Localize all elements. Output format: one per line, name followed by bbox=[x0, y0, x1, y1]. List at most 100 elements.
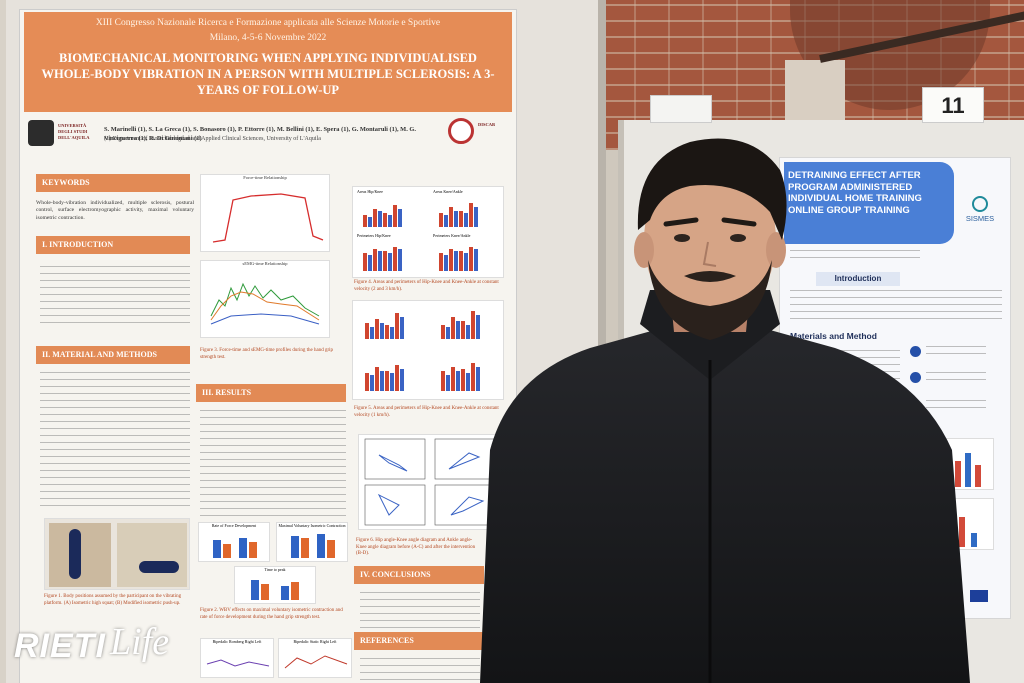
section-results: III. RESULTS bbox=[196, 384, 346, 402]
bipedalic-chart-1: Bipedalic Romberg Right Left bbox=[200, 638, 274, 678]
bipedalic-chart-1-title: Bipedalic Romberg Right Left bbox=[212, 639, 262, 644]
bar bbox=[223, 544, 231, 558]
bipedalic-chart-2-title: Bipedalic Static Right Left bbox=[293, 639, 337, 644]
face bbox=[644, 156, 776, 324]
loop bbox=[377, 493, 400, 516]
figure-4-charts: Areas Hip/Knee Areas Knee/Ankle Perimete… bbox=[352, 186, 504, 278]
bar bbox=[301, 538, 309, 558]
material-methods-text bbox=[40, 372, 190, 512]
poster-left-title: BIOMECHANICAL MONITORING WHEN APPLYING I… bbox=[41, 51, 495, 97]
poster-left: XIII Congresso Nazionale Ricerca e Forma… bbox=[20, 10, 516, 683]
time-to-peak-svg bbox=[251, 580, 299, 600]
mvic-chart: Maximal Voluntary Isometric Contraction bbox=[276, 522, 348, 562]
figure-5-charts bbox=[352, 300, 504, 400]
perimeters-knee-ankle-title: Perimeters Knee/Ankle bbox=[433, 233, 471, 238]
semg-line-blue bbox=[210, 313, 320, 325]
areas-knee-ankle-title: Areas Knee/Ankle bbox=[433, 189, 463, 194]
university-logo-text: UNIVERSITÀ DEGLI STUDI DELL'AQUILA bbox=[58, 123, 90, 140]
methods-icon-1 bbox=[910, 346, 921, 357]
bar bbox=[249, 542, 257, 558]
person-figure-2 bbox=[139, 561, 179, 573]
section-introduction: I. INTRODUCTION bbox=[36, 236, 190, 254]
poster-left-header: XIII Congresso Nazionale Ricerca e Forma… bbox=[24, 12, 512, 112]
bar bbox=[291, 536, 299, 558]
left-eye bbox=[674, 234, 690, 242]
bar bbox=[261, 584, 269, 600]
time-to-peak-chart: Time to peak bbox=[234, 566, 316, 604]
introduction-text bbox=[40, 266, 190, 326]
bar bbox=[317, 534, 325, 558]
board-number-card-left bbox=[650, 95, 712, 123]
line bbox=[206, 659, 270, 667]
poster-right-title-banner bbox=[784, 162, 954, 244]
bar bbox=[327, 540, 335, 558]
figure-1-photos bbox=[44, 518, 190, 590]
perimeters-hip-knee-title: Perimeters Hip/Knee bbox=[357, 233, 391, 238]
university-logo-icon bbox=[28, 120, 54, 146]
mvic-chart-title: Maximal Voluntary Isometric Contraction bbox=[278, 523, 346, 528]
figure-1-caption: Figure 1. Body positions assumed by the … bbox=[44, 594, 182, 606]
figure-5-svg bbox=[365, 311, 480, 391]
left-eyebrow bbox=[663, 217, 699, 227]
person-photo bbox=[480, 138, 970, 683]
bar bbox=[239, 538, 247, 558]
semg-line-orange bbox=[210, 291, 320, 321]
black-jacket bbox=[480, 330, 970, 683]
bar bbox=[291, 582, 299, 600]
photo-pushup bbox=[117, 523, 187, 587]
section-references: REFERENCES bbox=[354, 632, 484, 650]
poster-left-authors: S. Marinelli (1), S. La Greca (1), S. Bo… bbox=[104, 126, 416, 142]
bar bbox=[213, 540, 221, 558]
booth-number: 11 bbox=[922, 87, 984, 123]
conference-name: XIII Congresso Nazionale Ricerca e Forma… bbox=[95, 18, 441, 28]
eu-flag-icon bbox=[970, 590, 988, 602]
loop bbox=[448, 452, 481, 470]
hair bbox=[637, 138, 787, 240]
force-time-chart-title: Force-time Relationship bbox=[243, 175, 287, 180]
force-line bbox=[212, 193, 324, 243]
rfd-chart-svg bbox=[213, 538, 257, 558]
figure-3-caption: Figure 3. Force-time and sEMG-time profi… bbox=[200, 348, 334, 360]
right-ear bbox=[766, 232, 786, 268]
beard bbox=[648, 260, 772, 340]
department-logo-text: DISCAB bbox=[478, 122, 496, 127]
line bbox=[284, 655, 348, 669]
figure-4-svg bbox=[363, 203, 478, 271]
bar bbox=[955, 461, 961, 487]
loop bbox=[450, 496, 485, 516]
conclusions-text bbox=[360, 592, 480, 628]
bar bbox=[975, 465, 981, 487]
bar bbox=[281, 586, 289, 600]
figure-4-bars-blue bbox=[368, 207, 478, 271]
poster-right-authors bbox=[790, 250, 920, 264]
bipedalic-chart-2-svg bbox=[284, 655, 348, 669]
semg-line-green bbox=[210, 282, 320, 317]
poster-right-intro-text bbox=[790, 290, 1002, 322]
figure-2-caption: Figure 2. WBV effects on maximal volunta… bbox=[200, 608, 343, 620]
figure-5-bars-red bbox=[365, 311, 475, 391]
references-text bbox=[360, 658, 480, 680]
section-conclusions: IV. CONCLUSIONS bbox=[354, 566, 484, 584]
right-eyebrow bbox=[721, 217, 757, 227]
poster-right-intro-heading: Introduction bbox=[816, 272, 900, 286]
bar bbox=[251, 580, 259, 600]
results-text bbox=[200, 410, 346, 520]
department-logo-icon bbox=[448, 118, 474, 144]
section-keywords: KEYWORDS bbox=[36, 174, 190, 192]
areas-hip-knee-title: Areas Hip/Knee bbox=[357, 189, 383, 194]
bar bbox=[971, 533, 977, 547]
mvic-chart-svg bbox=[291, 534, 335, 558]
sismes-logo: SISMES bbox=[965, 214, 995, 223]
poster-right-title: DETRAINING EFFECT AFTER PROGRAM ADMINIST… bbox=[788, 170, 922, 216]
time-to-peak-title: Time to peak bbox=[264, 567, 286, 572]
person-figure-1 bbox=[69, 529, 81, 579]
figure-4-caption: Figure 4. Areas and perimeters of Hip-Kn… bbox=[354, 280, 499, 292]
watermark-logo: RIETI bbox=[14, 627, 106, 665]
methods-item-2 bbox=[926, 372, 986, 386]
rfd-chart: Rate of Force Development bbox=[198, 522, 270, 562]
moustache bbox=[684, 271, 736, 282]
watermark-logo-script: Life bbox=[110, 621, 170, 663]
semg-time-chart: sEMG-time Relationship bbox=[200, 260, 330, 338]
rfd-chart-title: Rate of Force Development bbox=[211, 523, 257, 528]
conference-date: Milano, 4-5-6 Novembre 2022 bbox=[209, 33, 327, 43]
